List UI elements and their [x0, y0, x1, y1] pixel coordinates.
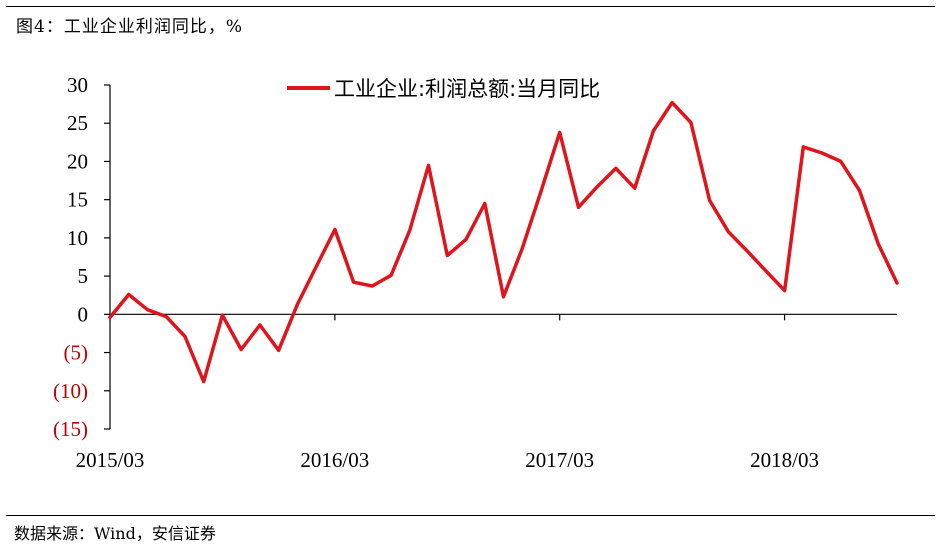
y-tick-label: 25: [67, 111, 88, 135]
line-chart: 30 25 20 15 10 5 0 (5) (10) (15) 2015/03 2016/03 201…: [53, 73, 899, 472]
y-tick-label: (5): [64, 341, 89, 365]
x-tick-label: 2017/03: [525, 448, 594, 472]
source-note: 数据来源：Wind，安信证券: [14, 524, 216, 543]
top-rule: [6, 6, 935, 7]
y-tick-label: 15: [67, 188, 88, 212]
y-tick-label: 0: [78, 302, 89, 326]
x-tick-label: 2015/03: [76, 448, 145, 472]
y-tick-label: 5: [78, 264, 89, 288]
y-tick-label: 20: [67, 149, 88, 173]
y-tick-label: (15): [53, 417, 88, 441]
figure-title: 图4：工业企业利润同比，%: [16, 17, 243, 37]
y-tick-label: 30: [67, 73, 88, 97]
legend-label: 工业企业:利润总额:当月同比: [334, 77, 600, 101]
y-tick-label: 10: [67, 226, 88, 250]
x-tick-label: 2016/03: [300, 448, 369, 472]
x-tick-label: 2018/03: [750, 448, 819, 472]
bottom-rule: [6, 515, 935, 516]
series-line-profit-yoy: [108, 100, 899, 384]
y-tick-label: (10): [53, 379, 88, 403]
